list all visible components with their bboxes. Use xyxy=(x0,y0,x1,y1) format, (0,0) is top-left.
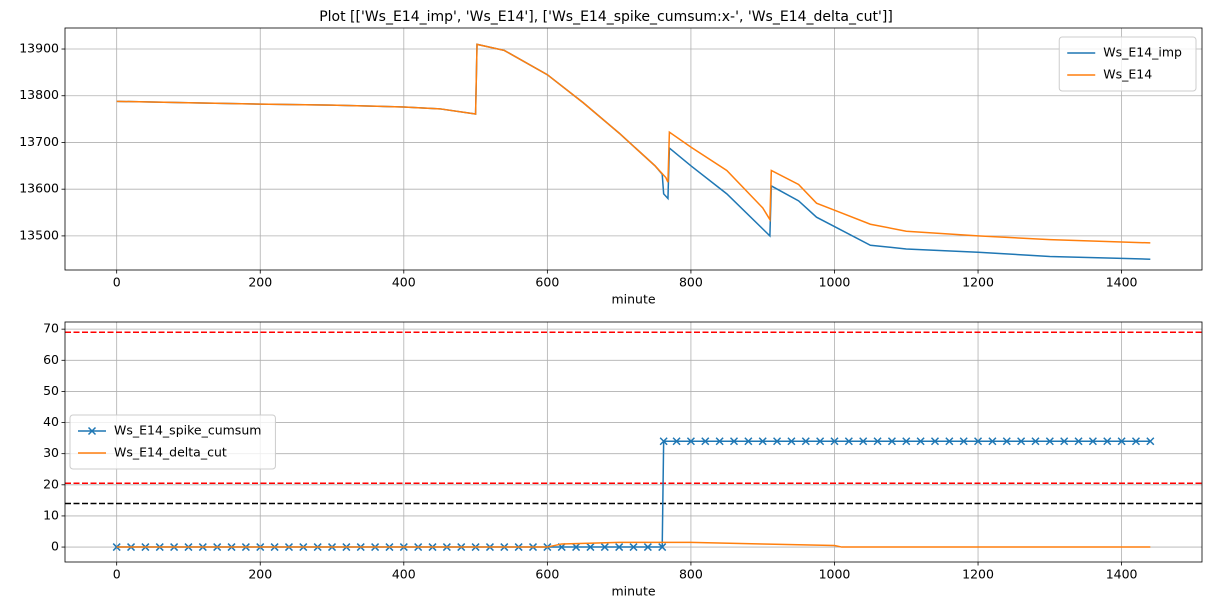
marker xyxy=(816,437,825,446)
legend-label: Ws_E14 xyxy=(1103,67,1152,82)
marker xyxy=(1031,437,1040,446)
x-tick-label: 400 xyxy=(392,567,416,582)
plot-area xyxy=(112,437,1155,552)
x-tick-label: 600 xyxy=(535,275,559,290)
marker xyxy=(600,543,609,552)
y-tick-label: 0 xyxy=(51,539,59,554)
figure-title: Plot [['Ws_E14_imp', 'Ws_E14'], ['Ws_E14… xyxy=(319,9,893,25)
legend: Ws_E14_imp Ws_E14 xyxy=(1058,36,1197,92)
legend-box xyxy=(69,414,276,470)
marker xyxy=(1088,437,1097,446)
line-series xyxy=(116,541,1151,548)
legend: Ws_E14_spike_cumsum Ws_E14_delta_cut xyxy=(69,414,276,470)
marker xyxy=(572,543,581,552)
y-tick-label: 10 xyxy=(43,507,59,522)
plot-area xyxy=(116,43,1151,260)
marker xyxy=(615,543,624,552)
clipped xyxy=(65,331,1202,552)
x-tick-label: 200 xyxy=(248,567,272,582)
marker xyxy=(672,437,681,446)
x-tick-label: 1000 xyxy=(819,567,851,582)
y-tick-label: 13800 xyxy=(19,87,59,102)
marker xyxy=(773,437,782,446)
marker xyxy=(1002,437,1011,446)
axes-frame xyxy=(64,321,1203,563)
clipped xyxy=(116,43,1151,260)
legend-label: Ws_E14_delta_cut xyxy=(114,445,227,460)
marker xyxy=(974,437,983,446)
marker xyxy=(729,437,739,446)
y-tick-label: 60 xyxy=(43,352,59,367)
marker xyxy=(715,437,724,446)
marker xyxy=(1074,437,1083,446)
marker xyxy=(1060,437,1069,446)
marker xyxy=(859,437,868,446)
marker xyxy=(902,437,911,446)
y-tick-label: 13500 xyxy=(19,227,59,242)
marker xyxy=(1117,437,1126,446)
marker xyxy=(629,543,638,552)
marker xyxy=(686,437,695,446)
marker xyxy=(959,437,968,446)
x-tick-label: 1400 xyxy=(1106,567,1138,582)
marker xyxy=(830,437,839,446)
marker xyxy=(658,543,667,552)
x-tick-label: 200 xyxy=(248,275,272,290)
legend-label: Ws_E14_spike_cumsum xyxy=(114,423,261,438)
x-tick-label: 400 xyxy=(392,275,416,290)
marker xyxy=(945,437,954,446)
marker xyxy=(873,437,882,446)
y-tick-label: 70 xyxy=(43,321,59,336)
legend-label: Ws_E14_imp xyxy=(1103,45,1182,60)
x-tick-label: 0 xyxy=(113,567,121,582)
x-axis-label: minute xyxy=(611,292,655,307)
legend-marker xyxy=(87,426,97,436)
x-tick-label: 800 xyxy=(679,275,703,290)
marker xyxy=(844,437,853,446)
line-series xyxy=(116,43,1151,244)
y-tick-label: 13600 xyxy=(19,181,59,196)
x-tick-label: 1000 xyxy=(819,275,851,290)
y-tick-label: 13700 xyxy=(19,134,59,149)
x-tick-label: 800 xyxy=(679,567,703,582)
x-tick-label: 0 xyxy=(113,275,121,290)
line-series xyxy=(116,43,1151,260)
marker xyxy=(988,437,997,446)
axes-frame xyxy=(64,27,1203,271)
x-axis-label: minute xyxy=(611,584,655,599)
y-tick-label: 20 xyxy=(43,476,59,491)
legend-box xyxy=(1058,36,1197,92)
x-tick-label: 1400 xyxy=(1106,275,1138,290)
marker xyxy=(1045,437,1054,446)
marker xyxy=(1103,437,1112,446)
y-tick-label: 40 xyxy=(43,414,59,429)
y-tick-label: 13900 xyxy=(19,41,59,56)
marker xyxy=(586,543,595,552)
marker xyxy=(659,437,668,446)
marker xyxy=(744,437,753,446)
marker xyxy=(758,437,767,446)
marker xyxy=(1146,437,1155,446)
y-tick-label: 50 xyxy=(43,383,59,398)
marker xyxy=(1017,437,1026,446)
marker xyxy=(1131,437,1140,446)
x-tick-label: 600 xyxy=(535,567,559,582)
x-tick-label: 1200 xyxy=(962,567,994,582)
marker xyxy=(887,437,896,446)
marker xyxy=(930,437,940,446)
marker xyxy=(916,437,925,446)
marker xyxy=(643,543,652,552)
y-tick-label: 30 xyxy=(43,445,59,460)
x-tick-label: 1200 xyxy=(962,275,994,290)
marker xyxy=(801,437,810,446)
marker xyxy=(701,437,710,446)
marker xyxy=(787,437,796,446)
